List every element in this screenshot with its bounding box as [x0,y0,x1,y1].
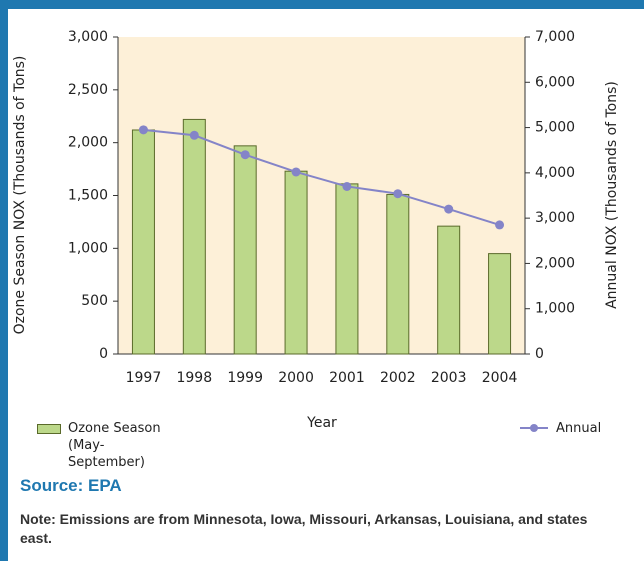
y2-axis-label: Annual NOX (Thousands of Tons) [604,81,620,309]
legend-swatch [37,424,61,434]
line-marker [189,130,199,140]
x-tick-label: 2000 [278,370,314,386]
x-tick-label: 2002 [380,370,416,386]
y2-tick-label: 0 [535,346,544,362]
y-tick-label: 1,000 [68,240,108,256]
y-tick-label: 2,500 [68,82,108,98]
frame-top [0,0,644,9]
y2-tick-label: 4,000 [535,165,575,181]
bar [386,193,410,355]
y2-tick-label: 2,000 [535,255,575,271]
x-tick-label: 2004 [482,370,518,386]
y-tick-label: 0 [99,346,108,362]
x-axis-label: Year [306,415,337,431]
y-tick-label: 2,000 [68,135,108,151]
source: Source: EPA [20,476,122,495]
y-tick-label: 3,000 [68,29,108,45]
bar [233,145,257,355]
line-marker [393,189,403,199]
line [143,128,500,226]
y2-tick-label: 7,000 [535,29,575,45]
y-axis-label: Ozone Season NOX (Thousands of Tons) [12,56,28,335]
line-marker [291,167,301,177]
x-tick-label: 1999 [227,370,263,386]
bar [284,170,308,355]
x-tick-label: 2003 [431,370,467,386]
frame-left [0,0,8,561]
bar [182,118,206,355]
note: Note: Emissions are from Minnesota, Iowa… [20,511,588,546]
y2-tick-label: 1,000 [535,301,575,317]
bar [335,183,359,355]
y2-tick-label: 3,000 [535,210,575,226]
line-marker [444,204,454,214]
legend-marker [530,424,538,432]
x-tick-label: 1997 [126,370,162,386]
plot-area [118,37,525,354]
y2-tick-label: 5,000 [535,120,575,136]
x-tick-label: 2001 [329,370,365,386]
legend-label: Annual [556,421,602,436]
x-tick-label: 1998 [176,370,212,386]
bar [488,253,512,355]
line-marker [240,150,250,160]
y-tick-label: 500 [81,293,108,309]
bar [131,129,155,355]
bar [437,225,461,355]
y-tick-label: 1,500 [68,188,108,204]
legend-label: Ozone Season (May-September) [68,421,161,470]
line-marker [342,181,352,191]
line-marker [495,220,505,230]
line-marker [138,125,148,135]
y2-tick-label: 6,000 [535,74,575,90]
